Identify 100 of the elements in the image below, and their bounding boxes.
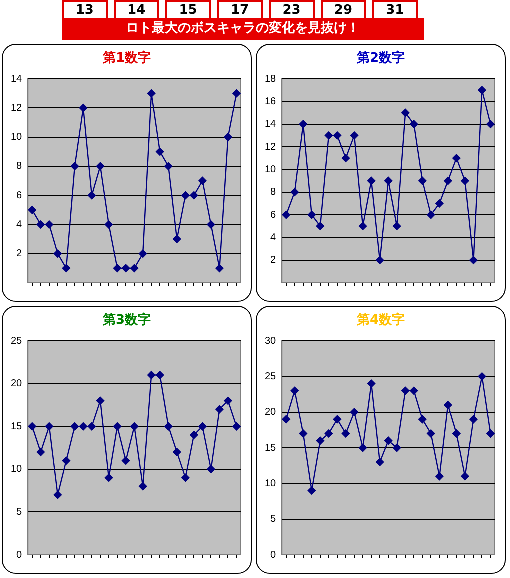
y-tick-label: 16 [265, 96, 277, 108]
point [198, 422, 207, 431]
y-tick-label: 10 [265, 478, 277, 490]
y-tick-label: 0 [16, 550, 23, 561]
point [156, 371, 164, 380]
point [461, 176, 470, 186]
text: 31 [372, 0, 418, 18]
point [232, 89, 241, 98]
point [290, 386, 299, 396]
point [392, 222, 402, 230]
point [207, 220, 216, 229]
y-tick-label: 4 [270, 232, 277, 244]
point [147, 89, 156, 98]
point [299, 120, 308, 128]
point [113, 422, 122, 431]
point [486, 430, 495, 438]
y-tick-label: 15 [265, 442, 277, 454]
point [224, 133, 232, 142]
point [444, 176, 452, 186]
point [367, 176, 376, 186]
y-tick-label: 14 [265, 119, 277, 130]
point [113, 264, 122, 273]
y-tick-label: 30 [265, 336, 277, 347]
point [418, 415, 427, 424]
point [104, 220, 114, 229]
point [70, 162, 80, 171]
point [156, 148, 164, 156]
point [224, 396, 232, 406]
point [216, 264, 224, 273]
y-tick-label: 8 [16, 161, 23, 172]
point [138, 482, 148, 491]
point [436, 472, 444, 481]
point [308, 486, 316, 495]
point [45, 422, 54, 431]
text: 13 [62, 0, 108, 18]
point [384, 176, 393, 186]
point [122, 264, 130, 273]
point [470, 415, 478, 424]
point [182, 191, 190, 200]
y-tick-label: 20 [265, 407, 277, 418]
y-tick-label: 8 [270, 187, 277, 198]
point [401, 386, 410, 396]
point [198, 176, 207, 186]
point [384, 436, 393, 445]
y-tick-label: 6 [16, 190, 23, 202]
point [164, 162, 173, 171]
point [316, 436, 325, 445]
point [45, 220, 54, 229]
point [461, 472, 470, 481]
text: 23 [268, 0, 315, 18]
chart-title: 第4数字 [356, 312, 406, 329]
point [410, 120, 418, 128]
chart-title: 第2数字 [356, 50, 406, 67]
point [104, 474, 114, 482]
point [282, 415, 290, 424]
point [54, 250, 62, 258]
y-tick-label: 10 [11, 464, 23, 476]
point [444, 401, 452, 410]
point [130, 264, 139, 273]
y-tick-label: 20 [11, 378, 23, 390]
point [350, 408, 359, 416]
text: 17 [217, 0, 263, 18]
point [308, 210, 316, 220]
point [342, 154, 350, 162]
point [452, 430, 461, 438]
point [282, 210, 290, 220]
y-tick-label: 12 [265, 142, 277, 153]
point [62, 456, 71, 465]
point [299, 430, 308, 438]
point [470, 256, 478, 264]
text: ロト最大のボスキャラの変化を見抜け！ [62, 18, 424, 40]
point [173, 235, 182, 244]
point [436, 200, 444, 208]
point [88, 422, 96, 431]
point [96, 162, 105, 171]
point [342, 430, 350, 438]
point [122, 456, 130, 465]
point [216, 405, 224, 414]
point [28, 206, 36, 214]
point [147, 371, 156, 380]
point [190, 431, 198, 440]
point [427, 210, 436, 220]
point [333, 132, 342, 140]
point [478, 86, 486, 94]
y-tick-label: 5 [270, 514, 277, 526]
point [350, 132, 359, 140]
point [358, 444, 368, 452]
point [96, 396, 105, 406]
point [36, 220, 45, 229]
point [28, 422, 36, 431]
point [88, 191, 96, 200]
point [367, 380, 376, 388]
point [130, 422, 139, 431]
point [316, 222, 325, 230]
y-tick-label: 18 [265, 74, 277, 85]
y-tick-label: 25 [11, 336, 23, 347]
point [376, 256, 384, 264]
y-tick-label: 12 [11, 102, 23, 114]
point [290, 188, 299, 196]
point [324, 430, 334, 438]
